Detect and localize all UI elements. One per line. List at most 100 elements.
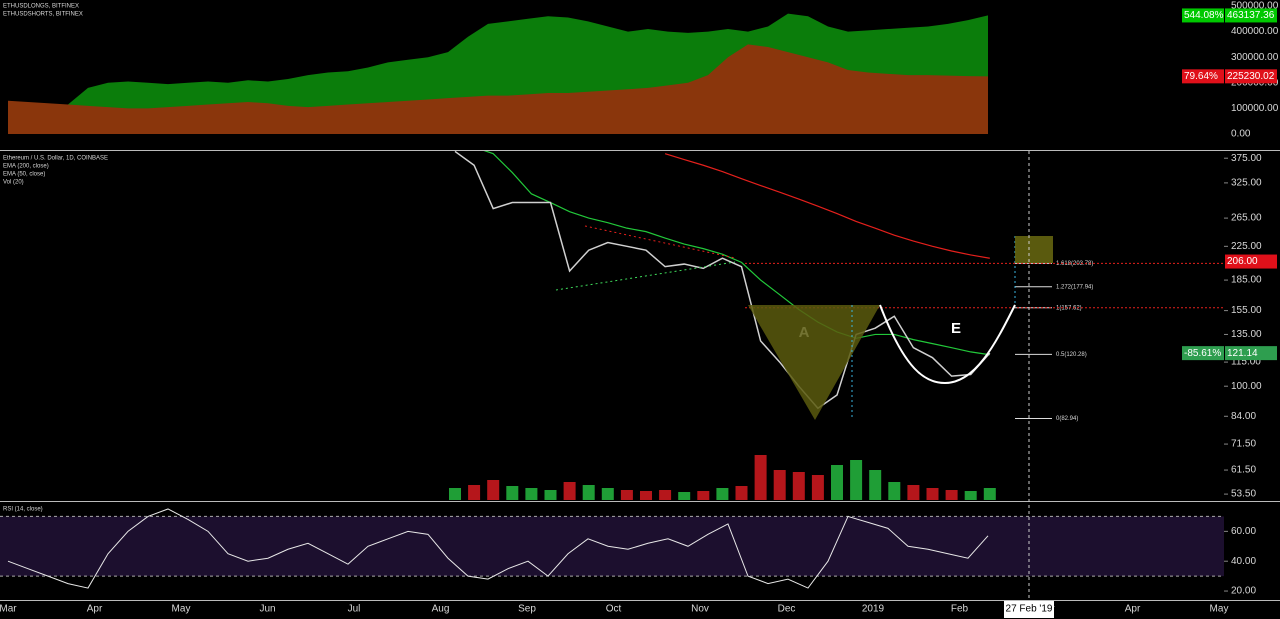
pct-tag xyxy=(1182,69,1224,84)
area xyxy=(8,44,988,134)
volume-bar xyxy=(582,485,595,500)
volume-bar xyxy=(773,470,786,500)
price-line xyxy=(454,151,991,410)
legend-entry: EMA (50, close) xyxy=(3,172,45,178)
annotation: E xyxy=(951,320,961,337)
volume-bar xyxy=(735,486,748,500)
fib-label: 1(157.62) xyxy=(1056,305,1082,311)
price-tag xyxy=(1225,346,1277,361)
y-tick-label: 100.00 xyxy=(1231,381,1262,392)
crosshair-label-bg xyxy=(1004,601,1054,618)
volume-bar xyxy=(850,460,863,500)
y-tick-label: 300000.00 xyxy=(1231,52,1279,63)
volume-bar xyxy=(754,455,767,500)
target-box xyxy=(1015,236,1053,263)
y-tick-label: 71.50 xyxy=(1231,439,1256,450)
y-tick-label: 185.00 xyxy=(1231,275,1262,286)
y-tick-label: 265.00 xyxy=(1231,213,1262,224)
legend-entry: ETHUSDSHORTS, BITFINEX xyxy=(3,12,83,18)
volume-bar xyxy=(563,482,576,500)
pct-tag xyxy=(1182,346,1224,361)
x-tick-label: Feb xyxy=(951,604,969,615)
volume-bar xyxy=(449,488,461,500)
crosshair-label: 27 Feb '19 xyxy=(1006,604,1053,615)
y-tick-label: 325.00 xyxy=(1231,178,1262,189)
x-tick-label: Nov xyxy=(691,604,709,615)
volume-bar xyxy=(926,488,939,500)
x-tick-label: May xyxy=(172,604,191,615)
y-tick-label: 155.00 xyxy=(1231,305,1262,316)
price-tag-label: 225230.02 xyxy=(1227,71,1275,82)
volume-bar xyxy=(620,490,633,500)
legend-entry: ETHUSDLONGS, BITFINEX xyxy=(3,4,79,10)
fib-label: 1.618(203.78) xyxy=(1056,261,1093,267)
fib-label: 0.5(120.28) xyxy=(1056,352,1087,358)
price-tag-label: 463137.36 xyxy=(1227,10,1275,21)
volume-bar xyxy=(831,465,843,500)
x-tick-label: Mar xyxy=(0,604,17,615)
volume-bar xyxy=(964,491,977,500)
y-tick-label: 100000.00 xyxy=(1231,103,1279,114)
volume-bar xyxy=(888,482,901,500)
volume-bar xyxy=(811,475,824,500)
rsi-band xyxy=(0,516,1224,577)
volume-bar xyxy=(659,490,672,500)
x-tick-label: May xyxy=(1210,604,1229,615)
price-tag-label: 206.00 xyxy=(1227,256,1258,267)
legend-entry: EMA (200, close) xyxy=(3,164,49,170)
x-tick-label: Jun xyxy=(259,604,275,615)
pct-tag-label: 544.08% xyxy=(1184,10,1224,21)
volume-bar xyxy=(792,472,805,500)
pane-separator xyxy=(0,150,1280,151)
x-tick-label: Dec xyxy=(778,604,796,615)
y-tick-label: 40.00 xyxy=(1231,556,1256,567)
volume-bar xyxy=(869,470,882,500)
volume-bar xyxy=(544,490,557,500)
y-tick-label: 53.50 xyxy=(1231,489,1256,500)
y-tick-label: 400000.00 xyxy=(1231,26,1279,37)
x-tick-label: Apr xyxy=(1125,604,1141,615)
y-tick-label: 84.00 xyxy=(1231,411,1256,422)
price-pane xyxy=(449,151,996,500)
rsi-line xyxy=(7,508,989,589)
price-tag xyxy=(1225,69,1277,84)
volume-bar xyxy=(697,491,710,500)
x-tick-label: Oct xyxy=(606,604,622,615)
ema-line xyxy=(483,151,990,356)
volume-bar xyxy=(525,488,538,500)
trend-line xyxy=(584,225,736,259)
price-tag xyxy=(1225,8,1277,23)
price-tag-label: 121.14 xyxy=(1227,348,1258,359)
volume-bar xyxy=(640,491,652,500)
trend-line xyxy=(555,261,736,291)
volume-bar xyxy=(468,485,481,500)
y-tick-label: 61.50 xyxy=(1231,465,1256,476)
pane-title: RSI (14, close) xyxy=(3,507,43,513)
volume-bar xyxy=(601,488,614,500)
pct-tag xyxy=(1182,8,1224,23)
volume-bar xyxy=(945,490,958,500)
volume-bar xyxy=(983,488,996,500)
pct-tag-label: -85.61% xyxy=(1184,348,1221,359)
y-tick-label: 135.00 xyxy=(1231,329,1262,340)
pane-separator xyxy=(0,600,1280,601)
y-tick-label: 115.00 xyxy=(1231,357,1261,368)
x-tick-label: Aug xyxy=(432,604,450,615)
fib-label: 0(82.94) xyxy=(1056,416,1078,422)
x-tick-label: Apr xyxy=(87,604,103,615)
volume-bar xyxy=(506,486,519,500)
volume-bar xyxy=(716,488,729,500)
pct-tag-label: 79.64% xyxy=(1184,71,1218,82)
y-tick-label: 0.00 xyxy=(1231,129,1251,140)
volume-bar xyxy=(907,485,920,500)
pane-title: Ethereum / U.S. Dollar, 1D, COINBASE xyxy=(3,156,108,162)
volume-bar xyxy=(487,480,500,500)
pane-separator xyxy=(0,501,1280,502)
top-pane xyxy=(8,13,988,134)
y-tick-label: 20.00 xyxy=(1231,586,1256,597)
cup-arc xyxy=(879,304,1016,385)
y-tick-label: 500000.00 xyxy=(1231,1,1279,12)
pattern-a-fill xyxy=(748,305,880,420)
